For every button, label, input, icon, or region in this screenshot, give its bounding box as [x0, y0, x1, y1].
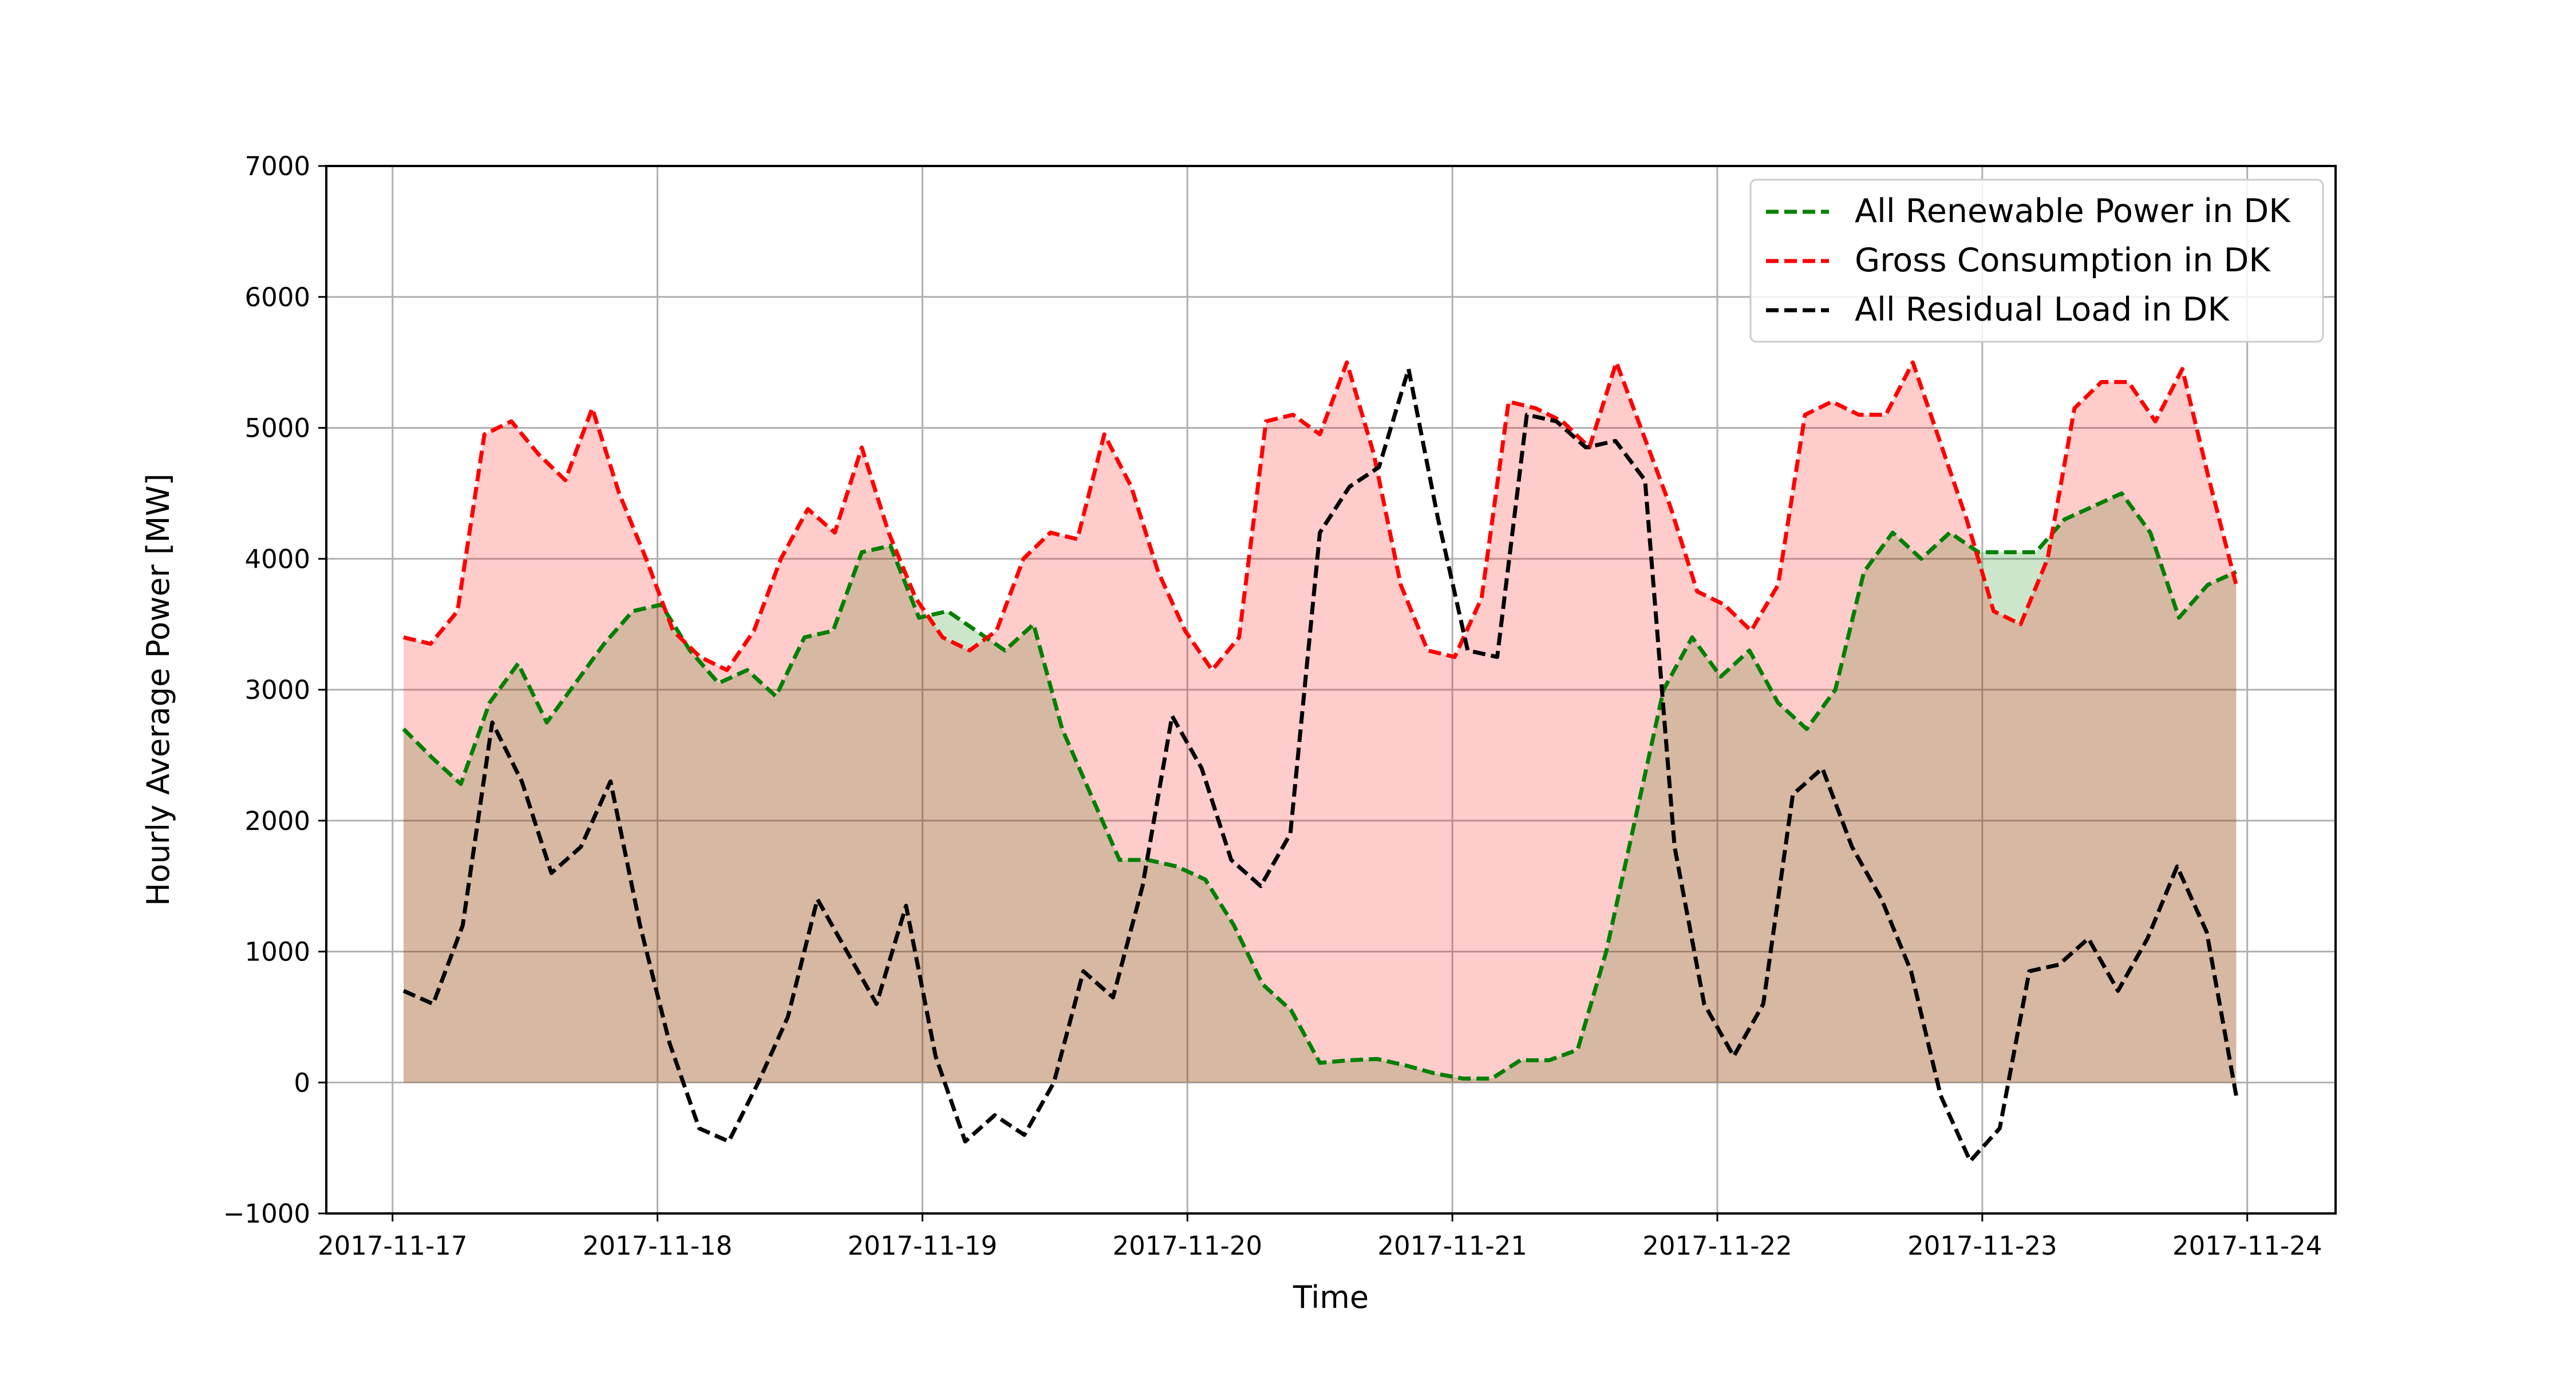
legend-label-residual: All Residual Load in DK	[1855, 291, 2230, 329]
legend-box	[1749, 179, 2324, 343]
x-tick-label: 2017-11-23	[1907, 1231, 2057, 1261]
x-tick-label: 2017-11-17	[318, 1231, 468, 1261]
y-tick-label: 4000	[244, 544, 310, 574]
legend-label-consumption: Gross Consumption in DK	[1855, 242, 2271, 279]
series-line-consumption	[403, 360, 2238, 673]
x-tick-label: 2017-11-21	[1377, 1231, 1527, 1261]
y-tick-label: −1000	[223, 1199, 310, 1229]
x-axis-title: Time	[1293, 1279, 1369, 1315]
y-tick-label: 1000	[244, 937, 310, 967]
y-tick-label: 0	[294, 1067, 310, 1098]
x-axis-ticks: 2017-11-17 2017-11-18 2017-11-19 2017-11-20…	[318, 1213, 2322, 1261]
x-tick-label: 2017-11-22	[1642, 1231, 1792, 1261]
x-tick-label: 2017-11-18	[583, 1231, 733, 1261]
area-fill-consumption	[404, 362, 2237, 1083]
y-tick-label: 6000	[244, 282, 310, 313]
y-tick-label: 7000	[244, 151, 310, 181]
y-axis-ticks: −1000 0 1000 2000 3000 4000 5000 6000 7000	[223, 151, 326, 1229]
area-fill-renewable	[404, 493, 2237, 1083]
series-line-renewable	[402, 491, 2237, 1081]
x-tick-label: 2017-11-19	[848, 1231, 998, 1261]
y-tick-label: 5000	[244, 413, 310, 444]
series-line-residual	[402, 367, 2238, 1163]
series-lines	[402, 360, 2238, 1163]
y-axis-title: Hourly Average Power [MW]	[140, 473, 176, 906]
x-tick-label: 2017-11-20	[1113, 1231, 1263, 1261]
legend-label-renewable: All Renewable Power in DK	[1855, 192, 2291, 230]
legend: All Renewable Power in DK Gross Consumpt…	[1749, 179, 2324, 343]
y-tick-label: 2000	[244, 806, 310, 836]
area-fills	[404, 362, 2237, 1083]
y-tick-label: 3000	[244, 675, 310, 705]
x-tick-label: 2017-11-24	[2172, 1231, 2322, 1261]
